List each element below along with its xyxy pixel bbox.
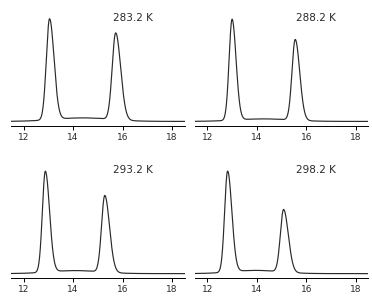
Text: 283.2 K: 283.2 K — [113, 13, 153, 23]
Text: 293.2 K: 293.2 K — [113, 165, 153, 175]
Text: 298.2 K: 298.2 K — [296, 165, 336, 175]
Text: 288.2 K: 288.2 K — [296, 13, 336, 23]
